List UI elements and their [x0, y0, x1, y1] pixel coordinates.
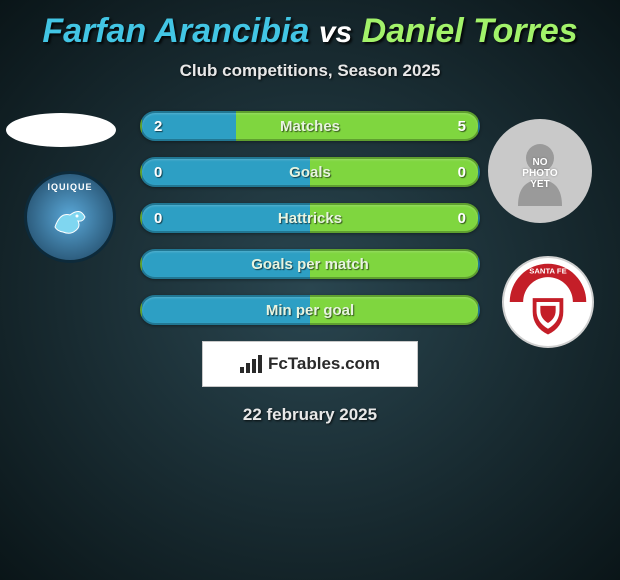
player2-avatar: NO PHOTO YET [488, 119, 592, 223]
stat-row: 0 Hattricks 0 [140, 203, 480, 233]
stats-container: 2 Matches 5 0 Goals 0 0 Hattricks 0 Goals per mat… [140, 111, 480, 325]
player1-avatar [6, 113, 116, 147]
stat-value-left: 0 [154, 210, 162, 227]
brand-box: FcTables.com [202, 341, 418, 387]
dragon-icon [45, 197, 95, 247]
no-photo-l2: PHOTO [522, 168, 557, 179]
date-text: 22 february 2025 [0, 405, 620, 425]
stat-label: Min per goal [266, 302, 354, 319]
vs-text: vs [319, 16, 352, 49]
content-area: NO PHOTO YET IQUIQUE SANTA FE 2 Matches 5 0… [0, 111, 620, 425]
stat-value-left: 0 [154, 164, 162, 181]
player2-name: Daniel Torres [362, 12, 578, 50]
stat-value-right: 5 [458, 118, 466, 135]
stat-value-right: 0 [458, 210, 466, 227]
brand-text: FcTables.com [268, 354, 380, 374]
player2-club-badge: SANTA FE [502, 256, 594, 348]
player1-name: Farfan Arancibia [42, 12, 309, 50]
stat-label: Hattricks [278, 210, 342, 227]
santafe-icon: SANTA FE [504, 256, 592, 348]
stat-label: Goals per match [251, 256, 369, 273]
stat-value-left: 2 [154, 118, 162, 135]
player1-club-badge: IQUIQUE [24, 171, 116, 263]
subtitle: Club competitions, Season 2025 [0, 61, 620, 81]
stat-label: Goals [289, 164, 331, 181]
stat-row: 0 Goals 0 [140, 157, 480, 187]
page-title: Farfan Arancibia vs Daniel Torres [0, 0, 620, 51]
no-photo-l1: NO [533, 157, 548, 168]
club2-name-svg: SANTA FE [529, 266, 566, 275]
club1-name: IQUIQUE [47, 182, 92, 192]
stat-row: Goals per match [140, 249, 480, 279]
chart-icon [240, 355, 262, 373]
no-photo-text: NO PHOTO YET [488, 157, 592, 190]
stat-row: Min per goal [140, 295, 480, 325]
stat-value-right: 0 [458, 164, 466, 181]
no-photo-l3: YET [530, 179, 549, 190]
stat-row: 2 Matches 5 [140, 111, 480, 141]
stat-label: Matches [280, 118, 340, 135]
